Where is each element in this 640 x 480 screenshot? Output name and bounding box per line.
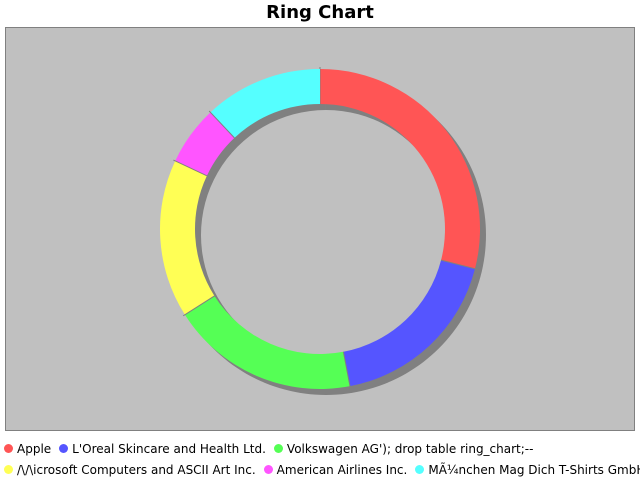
legend-label: L'Oreal Skincare and Health Ltd.	[72, 441, 266, 456]
legend-marker-icon	[4, 465, 13, 474]
legend-marker-icon	[273, 444, 283, 453]
slice-separator	[208, 110, 235, 139]
legend-marker-icon	[59, 444, 69, 453]
ring-slice	[320, 69, 480, 269]
legend-label: American Airlines Inc.	[276, 462, 408, 477]
legend-marker-icon	[415, 465, 425, 474]
ring-chart	[160, 67, 486, 395]
legend-item: L'Oreal Skincare and Health Ltd.	[59, 442, 266, 456]
legend-item: MÃ¼nchen Mag Dich T-Shirts GmbH	[415, 463, 640, 477]
legend-item: American Airlines Inc.	[263, 462, 408, 477]
legend-row: Apple L'Oreal Skincare and Health Ltd. V…	[0, 438, 640, 459]
legend-label: Apple	[17, 441, 52, 456]
slice-separator	[440, 259, 478, 270]
legend-label: MÃ¼nchen Mag Dich T-Shirts GmbH	[428, 462, 640, 477]
legend-item: Apple	[4, 442, 51, 456]
ring-slice	[160, 160, 215, 315]
legend-item: Volkswagen AG'); drop table ring_chart;-…	[273, 441, 534, 456]
plot-area	[5, 27, 635, 431]
ring-slice	[210, 69, 320, 138]
legend-label: Volkswagen AG'); drop table ring_chart;-…	[286, 441, 534, 456]
ring-slice	[184, 295, 350, 389]
legend: Apple L'Oreal Skincare and Health Ltd. V…	[0, 438, 640, 480]
legend-marker-icon	[263, 465, 273, 474]
ring-slice	[343, 260, 475, 387]
slice-separator	[182, 295, 215, 317]
ring-slice	[175, 112, 235, 176]
legend-label: /\/\icrosoft Computers and ASCII Art Inc…	[17, 462, 256, 477]
slice-separator	[173, 159, 208, 177]
chart-title: Ring Chart	[266, 2, 374, 23]
legend-item: /\/\icrosoft Computers and ASCII Art Inc…	[4, 463, 256, 477]
legend-row: /\/\icrosoft Computers and ASCII Art Inc…	[0, 459, 640, 480]
legend-marker-icon	[4, 444, 13, 453]
slice-separator	[342, 351, 351, 389]
